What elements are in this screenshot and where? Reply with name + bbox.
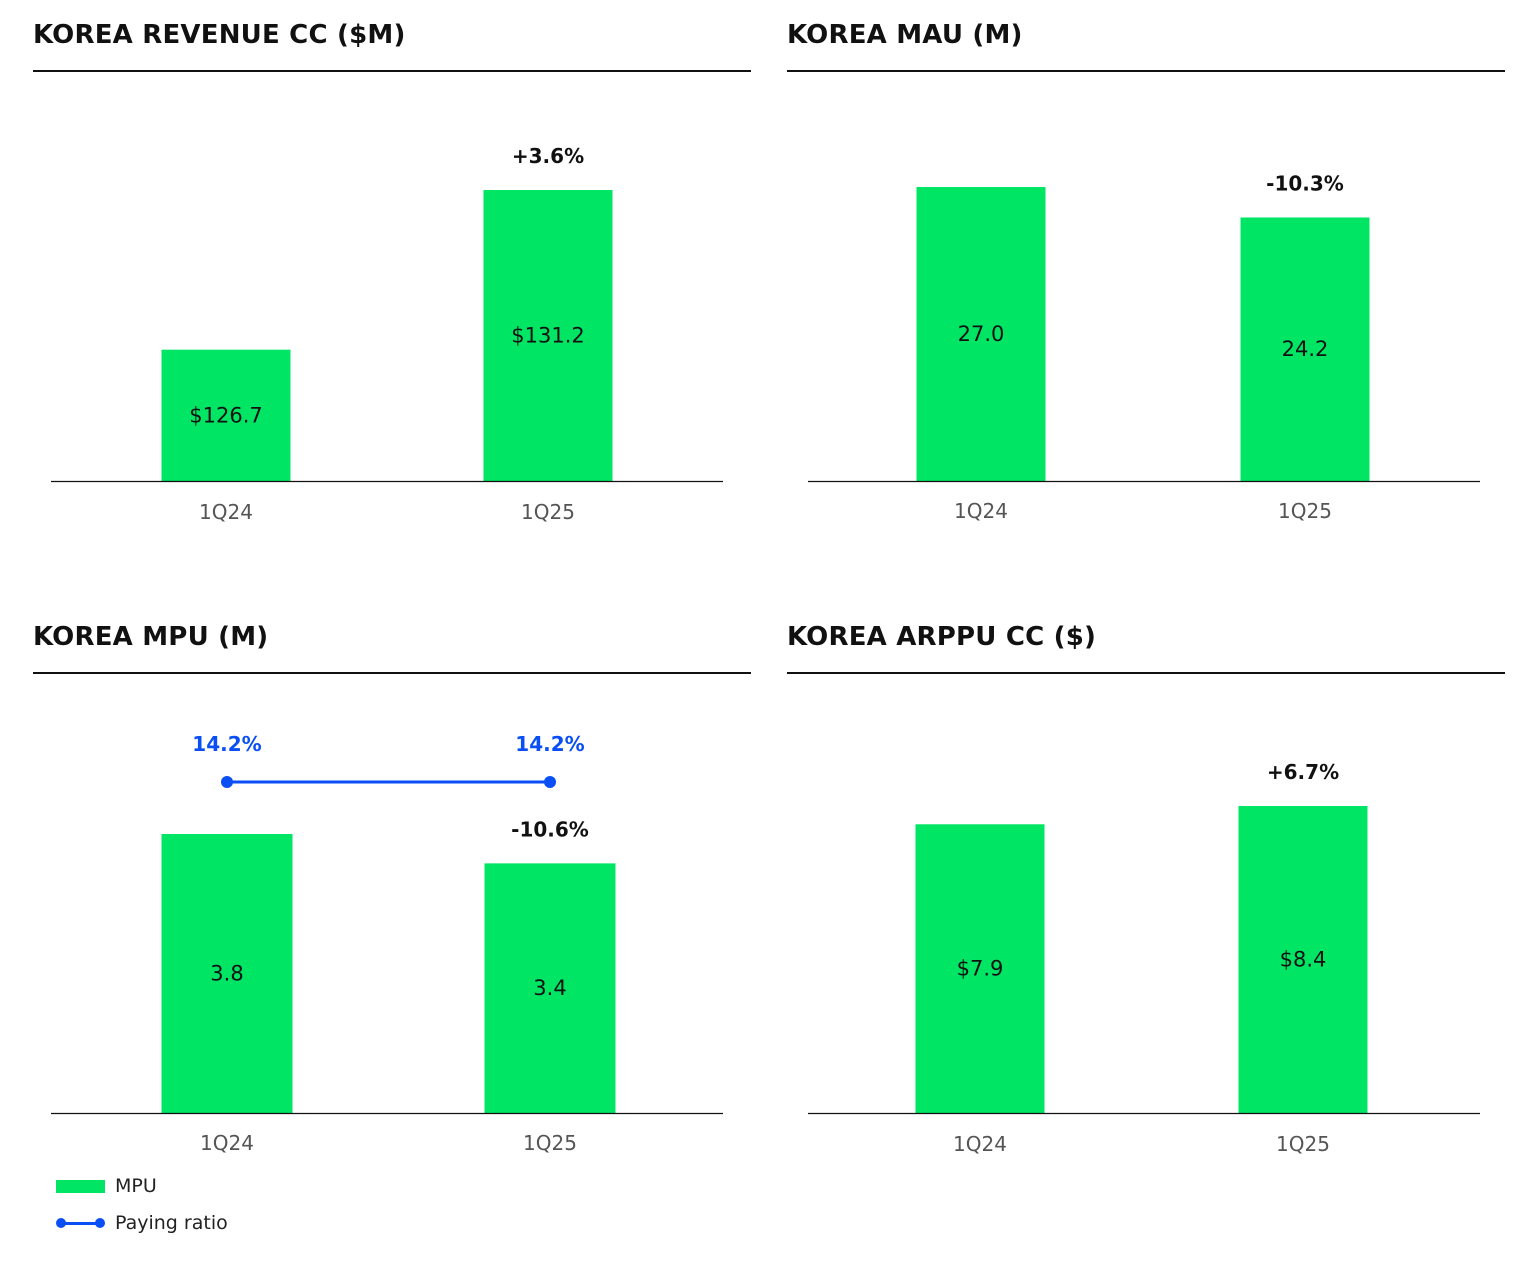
change-label: +6.7% [1267, 760, 1339, 784]
x-tick-label: 1Q25 [523, 1131, 577, 1155]
paying-ratio-label: 14.2% [192, 732, 261, 756]
arppu-chart-title: KOREA ARPPU CC ($) [787, 622, 1097, 652]
bar-value-label: 3.8 [210, 962, 243, 986]
bar [1240, 217, 1370, 481]
bar [1238, 806, 1368, 1113]
bar [161, 834, 293, 1113]
paying-ratio-point [221, 776, 233, 788]
mau-chart-title: KOREA MAU (M) [787, 20, 1023, 50]
bar-value-label: $126.7 [189, 403, 262, 427]
revenue-chart-plot: $126.7 1Q24 $131.2 1Q25 +3.6% [51, 144, 723, 524]
mau-chart-plot: 27.0 1Q24 24.2 1Q25 -10.3% [808, 171, 1480, 523]
x-tick-label: 1Q24 [199, 500, 253, 524]
change-label: +3.6% [512, 144, 584, 168]
bar-value-label: 3.4 [533, 976, 566, 1000]
bar-value-label: 27.0 [958, 322, 1005, 346]
legend-swatch-line [56, 1216, 105, 1230]
change-label: -10.3% [1266, 171, 1344, 195]
paying-ratio-label: 14.2% [515, 732, 584, 756]
x-tick-label: 1Q25 [1278, 499, 1332, 523]
bar [161, 349, 291, 481]
revenue-chart-title: KOREA REVENUE CC ($M) [33, 20, 406, 50]
title-divider [33, 70, 751, 72]
bar-value-label: $131.2 [511, 324, 584, 348]
legend-label: Paying ratio [115, 1212, 228, 1234]
arppu-chart-plot: $7.9 1Q24 $8.4 1Q25 +6.7% [808, 760, 1480, 1156]
paying-ratio-point [544, 776, 556, 788]
bar [915, 824, 1045, 1113]
x-tick-label: 1Q24 [954, 499, 1008, 523]
legend-label: MPU [115, 1175, 157, 1197]
bar-value-label: $8.4 [1280, 948, 1327, 972]
change-label: -10.6% [511, 817, 589, 841]
legend-item-paying-ratio: Paying ratio [56, 1209, 228, 1237]
bar [483, 190, 613, 481]
x-tick-label: 1Q25 [521, 500, 575, 524]
bar-value-label: 24.2 [1282, 337, 1329, 361]
title-divider [787, 672, 1505, 674]
x-tick-label: 1Q25 [1276, 1132, 1330, 1156]
x-tick-label: 1Q24 [953, 1132, 1007, 1156]
mpu-chart-title: KOREA MPU (M) [33, 622, 269, 652]
legend-item-mpu: MPU [56, 1172, 157, 1200]
title-divider [787, 70, 1505, 72]
mpu-chart-plot: 3.8 1Q24 3.4 1Q25 -10.6% 14.2% 14.2% [51, 732, 723, 1155]
bar-value-label: $7.9 [957, 957, 1004, 981]
x-tick-label: 1Q24 [200, 1131, 254, 1155]
bar [916, 187, 1046, 481]
bar [484, 863, 616, 1113]
title-divider [33, 672, 751, 674]
legend-swatch-bar [56, 1179, 105, 1193]
